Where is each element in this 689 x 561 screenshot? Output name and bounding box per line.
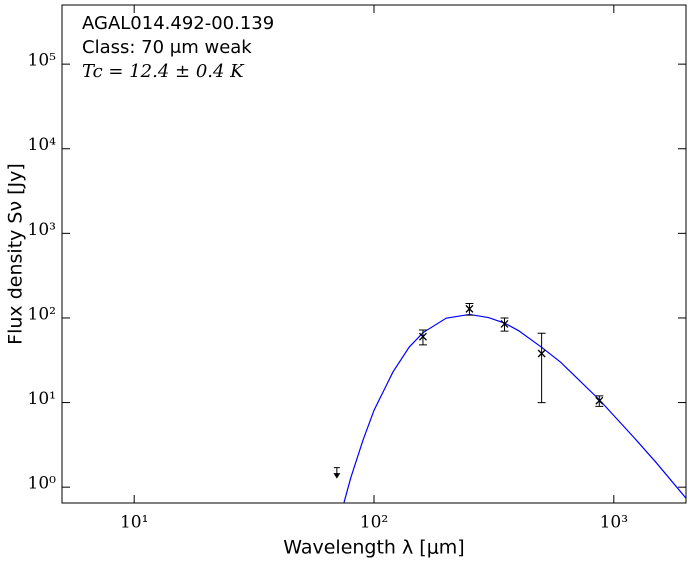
data-point [537,349,546,358]
y-tick-label: 10⁵ [28,51,57,71]
plot-area [333,303,686,503]
source-class: Class: 70 μm weak [82,37,252,58]
data-point [418,332,427,341]
y-tick-label: 10⁰ [28,474,57,494]
y-tick-label: 10³ [28,220,56,240]
y-tick-label: 10⁴ [28,135,57,155]
y-tick-label: 10¹ [28,389,56,409]
x-tick-label: 10¹ [120,513,148,533]
y-axis-label: Flux density Sν [Jy] [5,163,27,345]
error-bar [537,332,546,404]
upper-limit [333,467,341,479]
fit-curve [343,313,686,503]
data-point [500,319,509,328]
data-point [465,304,474,313]
y-tick-label: 10² [28,304,56,324]
source-name: AGAL014.492-00.139 [82,13,274,34]
x-tick-label: 10³ [600,513,628,533]
data-point [595,396,604,405]
x-tick-label: 10² [360,513,388,533]
temperature: Tc = 12.4 ± 0.4 K [82,61,245,82]
x-axis-label: Wavelength λ [μm] [283,537,464,559]
